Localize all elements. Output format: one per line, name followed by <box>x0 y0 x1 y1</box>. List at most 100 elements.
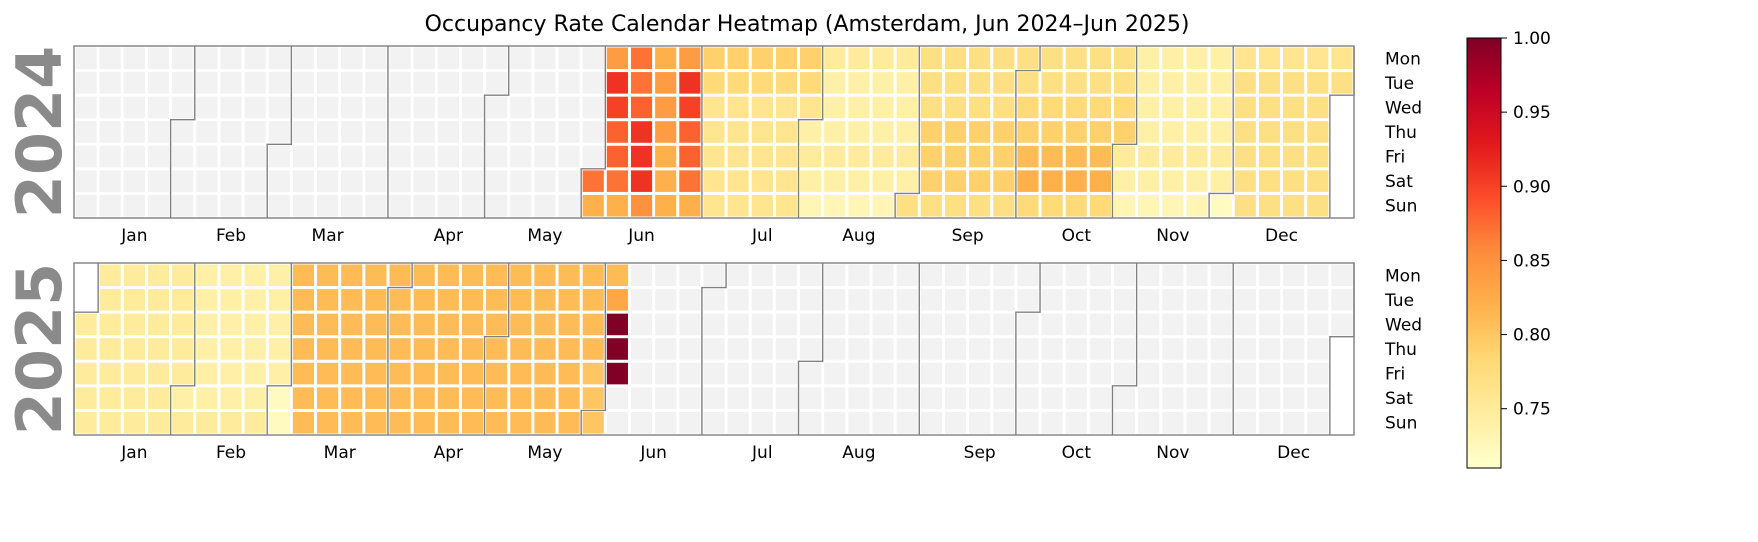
day-cell <box>824 387 846 409</box>
day-cell <box>413 194 435 217</box>
day-cell <box>1307 72 1329 94</box>
day-cell <box>1113 313 1136 336</box>
day-cell <box>341 264 363 287</box>
day-cell <box>1162 264 1184 287</box>
day-cell <box>824 145 846 168</box>
day-cell <box>1041 72 1063 94</box>
day-cell <box>655 411 677 434</box>
day-cell <box>558 96 580 119</box>
day-cell <box>558 313 580 336</box>
day-cell <box>1162 121 1184 143</box>
day-cell <box>630 411 653 434</box>
weekday-label: Wed <box>1385 315 1422 335</box>
day-cell <box>606 289 628 311</box>
day-cell <box>993 170 1015 192</box>
day-cell <box>196 264 218 287</box>
day-cell <box>1138 387 1160 409</box>
day-cell <box>510 289 532 311</box>
weekday-label: Tue <box>1384 291 1414 311</box>
day-cell <box>437 47 459 70</box>
month-boundary <box>1208 46 1234 218</box>
day-cell <box>703 47 725 70</box>
day-cell <box>317 170 339 192</box>
day-cell <box>727 96 749 119</box>
colorbar-gradient <box>1466 37 1502 469</box>
day-cell <box>872 411 894 434</box>
day-cell <box>1089 170 1111 192</box>
month-boundary <box>894 46 920 218</box>
day-cell <box>1017 313 1039 336</box>
day-cell <box>703 145 725 168</box>
weekday-label: Thu <box>1384 123 1417 143</box>
day-cell <box>969 96 991 119</box>
day-cell <box>1065 289 1087 311</box>
day-cell <box>317 387 339 409</box>
day-cell <box>824 47 846 70</box>
day-cell <box>824 194 846 217</box>
day-cell <box>1041 121 1063 143</box>
day-cell <box>99 96 121 119</box>
day-cell <box>317 121 339 143</box>
day-cell <box>1041 145 1063 168</box>
day-cell <box>1113 121 1136 143</box>
day-cell <box>920 72 942 94</box>
day-cell <box>292 411 315 434</box>
day-cell <box>1331 264 1353 287</box>
day-cell <box>510 170 532 192</box>
month-label: Oct <box>1062 226 1092 246</box>
day-cell <box>655 72 677 94</box>
day-cell <box>1186 145 1208 168</box>
day-cell <box>1113 338 1136 360</box>
day-cell <box>1041 411 1063 434</box>
day-cell <box>558 362 580 385</box>
day-cell <box>1234 313 1256 336</box>
day-cell <box>1065 47 1087 70</box>
day-cell <box>461 362 484 385</box>
day-cell <box>920 264 942 287</box>
weekday-label: Sat <box>1385 389 1413 409</box>
day-cell <box>1210 121 1232 143</box>
day-cell <box>317 96 339 119</box>
day-cell <box>655 194 677 217</box>
day-cell <box>1258 96 1281 119</box>
day-cell <box>437 387 459 409</box>
day-cell <box>824 170 846 192</box>
day-cell <box>461 313 484 336</box>
day-cell <box>75 72 97 94</box>
colorbar-tick-label: 0.80 <box>1513 326 1551 346</box>
day-cell <box>413 264 435 287</box>
day-cell <box>969 72 991 94</box>
day-cell <box>1307 194 1329 217</box>
day-cell <box>75 145 97 168</box>
day-cell <box>920 145 942 168</box>
day-cell <box>1258 362 1281 385</box>
day-cell <box>196 387 218 409</box>
day-cell <box>993 313 1015 336</box>
day-cell <box>196 47 218 70</box>
month-boundary <box>701 263 727 435</box>
month-boundary <box>266 263 293 435</box>
day-cell <box>317 145 339 168</box>
day-cell <box>872 289 894 311</box>
day-cell <box>99 170 121 192</box>
day-cell <box>558 72 580 94</box>
day-cell <box>896 289 918 311</box>
day-cell <box>679 264 701 287</box>
day-cell <box>993 362 1015 385</box>
month-label: Nov <box>1156 443 1189 463</box>
day-cell <box>1210 387 1232 409</box>
day-cell <box>1210 194 1232 217</box>
day-cell <box>1113 47 1136 70</box>
day-cell <box>1138 145 1160 168</box>
day-cell <box>1162 47 1184 70</box>
day-cell <box>848 264 870 287</box>
day-cell <box>1041 170 1063 192</box>
day-cell <box>75 170 97 192</box>
day-cell <box>969 289 991 311</box>
day-cell <box>1283 170 1305 192</box>
day-cell <box>872 387 894 409</box>
day-cell <box>993 338 1015 360</box>
day-cell <box>630 362 653 385</box>
day-cell <box>993 289 1015 311</box>
day-cell <box>389 362 411 385</box>
